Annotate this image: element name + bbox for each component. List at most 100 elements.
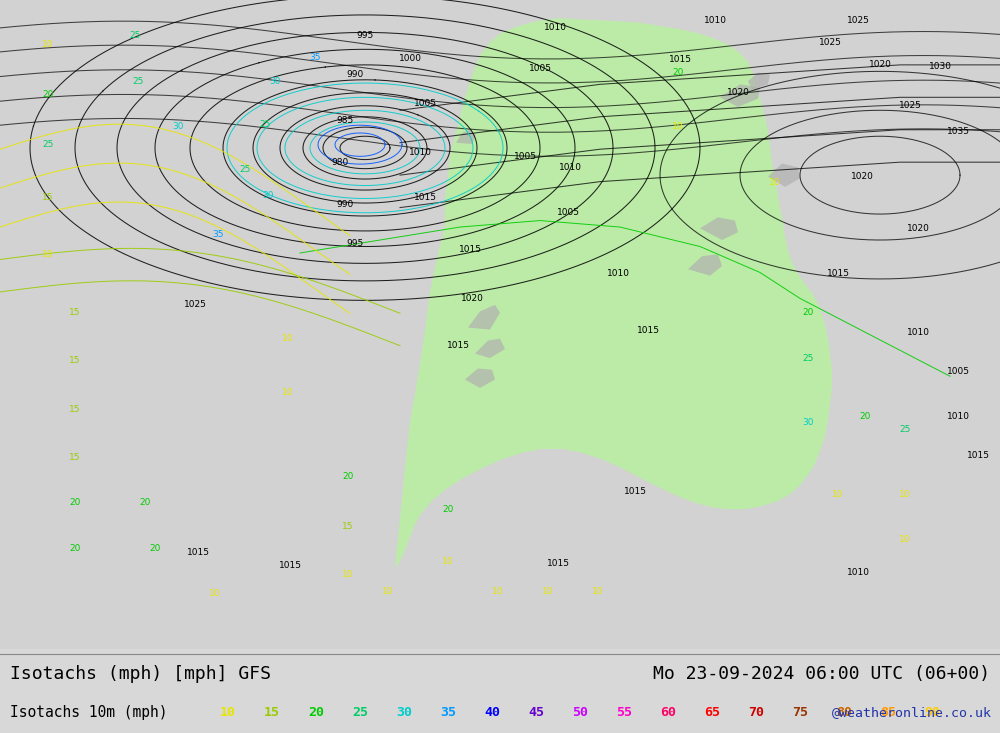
Text: 1015: 1015 bbox=[637, 326, 660, 335]
Text: 10: 10 bbox=[832, 490, 844, 499]
Text: 80: 80 bbox=[836, 707, 852, 719]
Polygon shape bbox=[700, 217, 738, 240]
Text: 30: 30 bbox=[802, 419, 814, 427]
Text: 50: 50 bbox=[572, 707, 588, 719]
Text: 1010: 1010 bbox=[946, 412, 970, 421]
Text: 1015: 1015 bbox=[668, 55, 692, 65]
Text: 25: 25 bbox=[239, 166, 251, 174]
Text: 1015: 1015 bbox=[278, 561, 302, 570]
Text: 1005: 1005 bbox=[946, 366, 970, 375]
Text: 1005: 1005 bbox=[556, 208, 580, 217]
Text: 20: 20 bbox=[139, 498, 151, 507]
Text: 15: 15 bbox=[264, 707, 280, 719]
Text: 10: 10 bbox=[342, 570, 354, 578]
Text: 15: 15 bbox=[342, 522, 354, 531]
Text: 1035: 1035 bbox=[946, 127, 970, 136]
Text: 1025: 1025 bbox=[184, 301, 206, 309]
Text: 990: 990 bbox=[346, 70, 364, 79]
Text: 15: 15 bbox=[69, 405, 81, 414]
Text: 1030: 1030 bbox=[928, 62, 952, 70]
Text: 40: 40 bbox=[484, 707, 500, 719]
Text: 20: 20 bbox=[69, 544, 81, 553]
Text: 1010: 1010 bbox=[704, 16, 726, 25]
Text: 15: 15 bbox=[69, 356, 81, 364]
Text: 1010: 1010 bbox=[906, 328, 930, 336]
Text: 30: 30 bbox=[269, 76, 281, 86]
Text: 995: 995 bbox=[356, 32, 374, 40]
Text: 10: 10 bbox=[282, 388, 294, 397]
Text: 1015: 1015 bbox=[966, 451, 990, 460]
Text: 1025: 1025 bbox=[819, 37, 841, 47]
Text: 55: 55 bbox=[616, 707, 632, 719]
Text: Isotachs (mph) [mph] GFS: Isotachs (mph) [mph] GFS bbox=[10, 665, 271, 683]
Text: 1020: 1020 bbox=[851, 172, 873, 181]
Text: 10: 10 bbox=[899, 535, 911, 544]
Text: Mo 23-09-2024 06:00 UTC (06+00): Mo 23-09-2024 06:00 UTC (06+00) bbox=[653, 665, 990, 683]
Text: Isotachs 10m (mph): Isotachs 10m (mph) bbox=[10, 705, 168, 721]
Text: 35: 35 bbox=[440, 707, 456, 719]
Text: 25: 25 bbox=[259, 120, 271, 129]
Text: 1010: 1010 bbox=[606, 269, 630, 279]
Text: 1015: 1015 bbox=[446, 341, 470, 350]
Text: 90: 90 bbox=[924, 707, 940, 719]
Text: 45: 45 bbox=[528, 707, 544, 719]
Text: 1015: 1015 bbox=[458, 246, 482, 254]
Text: 85: 85 bbox=[880, 707, 896, 719]
Text: 1015: 1015 bbox=[624, 487, 646, 496]
Text: 20: 20 bbox=[42, 89, 54, 98]
Text: 30: 30 bbox=[262, 191, 274, 200]
Text: 25: 25 bbox=[802, 353, 814, 363]
Text: 10: 10 bbox=[492, 587, 504, 596]
Text: 75: 75 bbox=[792, 707, 808, 719]
Text: 35: 35 bbox=[309, 53, 321, 62]
Text: 20: 20 bbox=[859, 412, 871, 421]
Text: 1010: 1010 bbox=[409, 148, 432, 157]
Polygon shape bbox=[395, 18, 832, 567]
Text: 35: 35 bbox=[212, 230, 224, 240]
Polygon shape bbox=[748, 73, 770, 89]
Text: 20: 20 bbox=[442, 505, 454, 514]
Text: 1005: 1005 bbox=[528, 64, 552, 73]
Text: 10: 10 bbox=[672, 122, 684, 131]
Text: 20: 20 bbox=[342, 472, 354, 482]
Polygon shape bbox=[468, 305, 500, 330]
Text: 995: 995 bbox=[346, 239, 364, 248]
Text: 980: 980 bbox=[331, 158, 349, 166]
Polygon shape bbox=[720, 84, 760, 107]
Text: 10: 10 bbox=[220, 707, 236, 719]
Text: 30: 30 bbox=[396, 707, 412, 719]
Text: 1015: 1015 bbox=[414, 194, 436, 202]
Text: 1020: 1020 bbox=[869, 60, 891, 70]
Text: 985: 985 bbox=[336, 116, 354, 125]
Text: 1025: 1025 bbox=[847, 16, 869, 25]
Text: 1025: 1025 bbox=[899, 100, 921, 110]
Text: 20: 20 bbox=[308, 707, 324, 719]
Text: 1010: 1010 bbox=[558, 163, 582, 172]
Polygon shape bbox=[475, 339, 505, 358]
Text: 1020: 1020 bbox=[461, 294, 483, 303]
Text: 1020: 1020 bbox=[727, 88, 749, 97]
Text: 25: 25 bbox=[129, 32, 141, 40]
Text: 20: 20 bbox=[802, 308, 814, 317]
Text: 15: 15 bbox=[42, 194, 54, 202]
Polygon shape bbox=[688, 254, 722, 276]
Text: 15: 15 bbox=[69, 453, 81, 462]
Text: 10: 10 bbox=[899, 490, 911, 499]
Text: 25: 25 bbox=[352, 707, 368, 719]
Text: 20: 20 bbox=[149, 544, 161, 553]
Text: 990: 990 bbox=[336, 200, 354, 209]
Text: @weatheronline.co.uk: @weatheronline.co.uk bbox=[832, 707, 992, 719]
Text: 10: 10 bbox=[282, 334, 294, 343]
Text: 10: 10 bbox=[42, 40, 54, 48]
Text: 10: 10 bbox=[592, 587, 604, 596]
Text: 15: 15 bbox=[69, 308, 81, 317]
Text: 20: 20 bbox=[69, 498, 81, 507]
Text: 1005: 1005 bbox=[414, 99, 436, 108]
Text: 65: 65 bbox=[704, 707, 720, 719]
Text: 1010: 1010 bbox=[544, 23, 566, 32]
Text: 10: 10 bbox=[42, 250, 54, 259]
Text: 10: 10 bbox=[542, 587, 554, 596]
Text: 30: 30 bbox=[172, 122, 184, 131]
Text: 10: 10 bbox=[209, 589, 221, 598]
Text: 1005: 1005 bbox=[514, 152, 536, 161]
